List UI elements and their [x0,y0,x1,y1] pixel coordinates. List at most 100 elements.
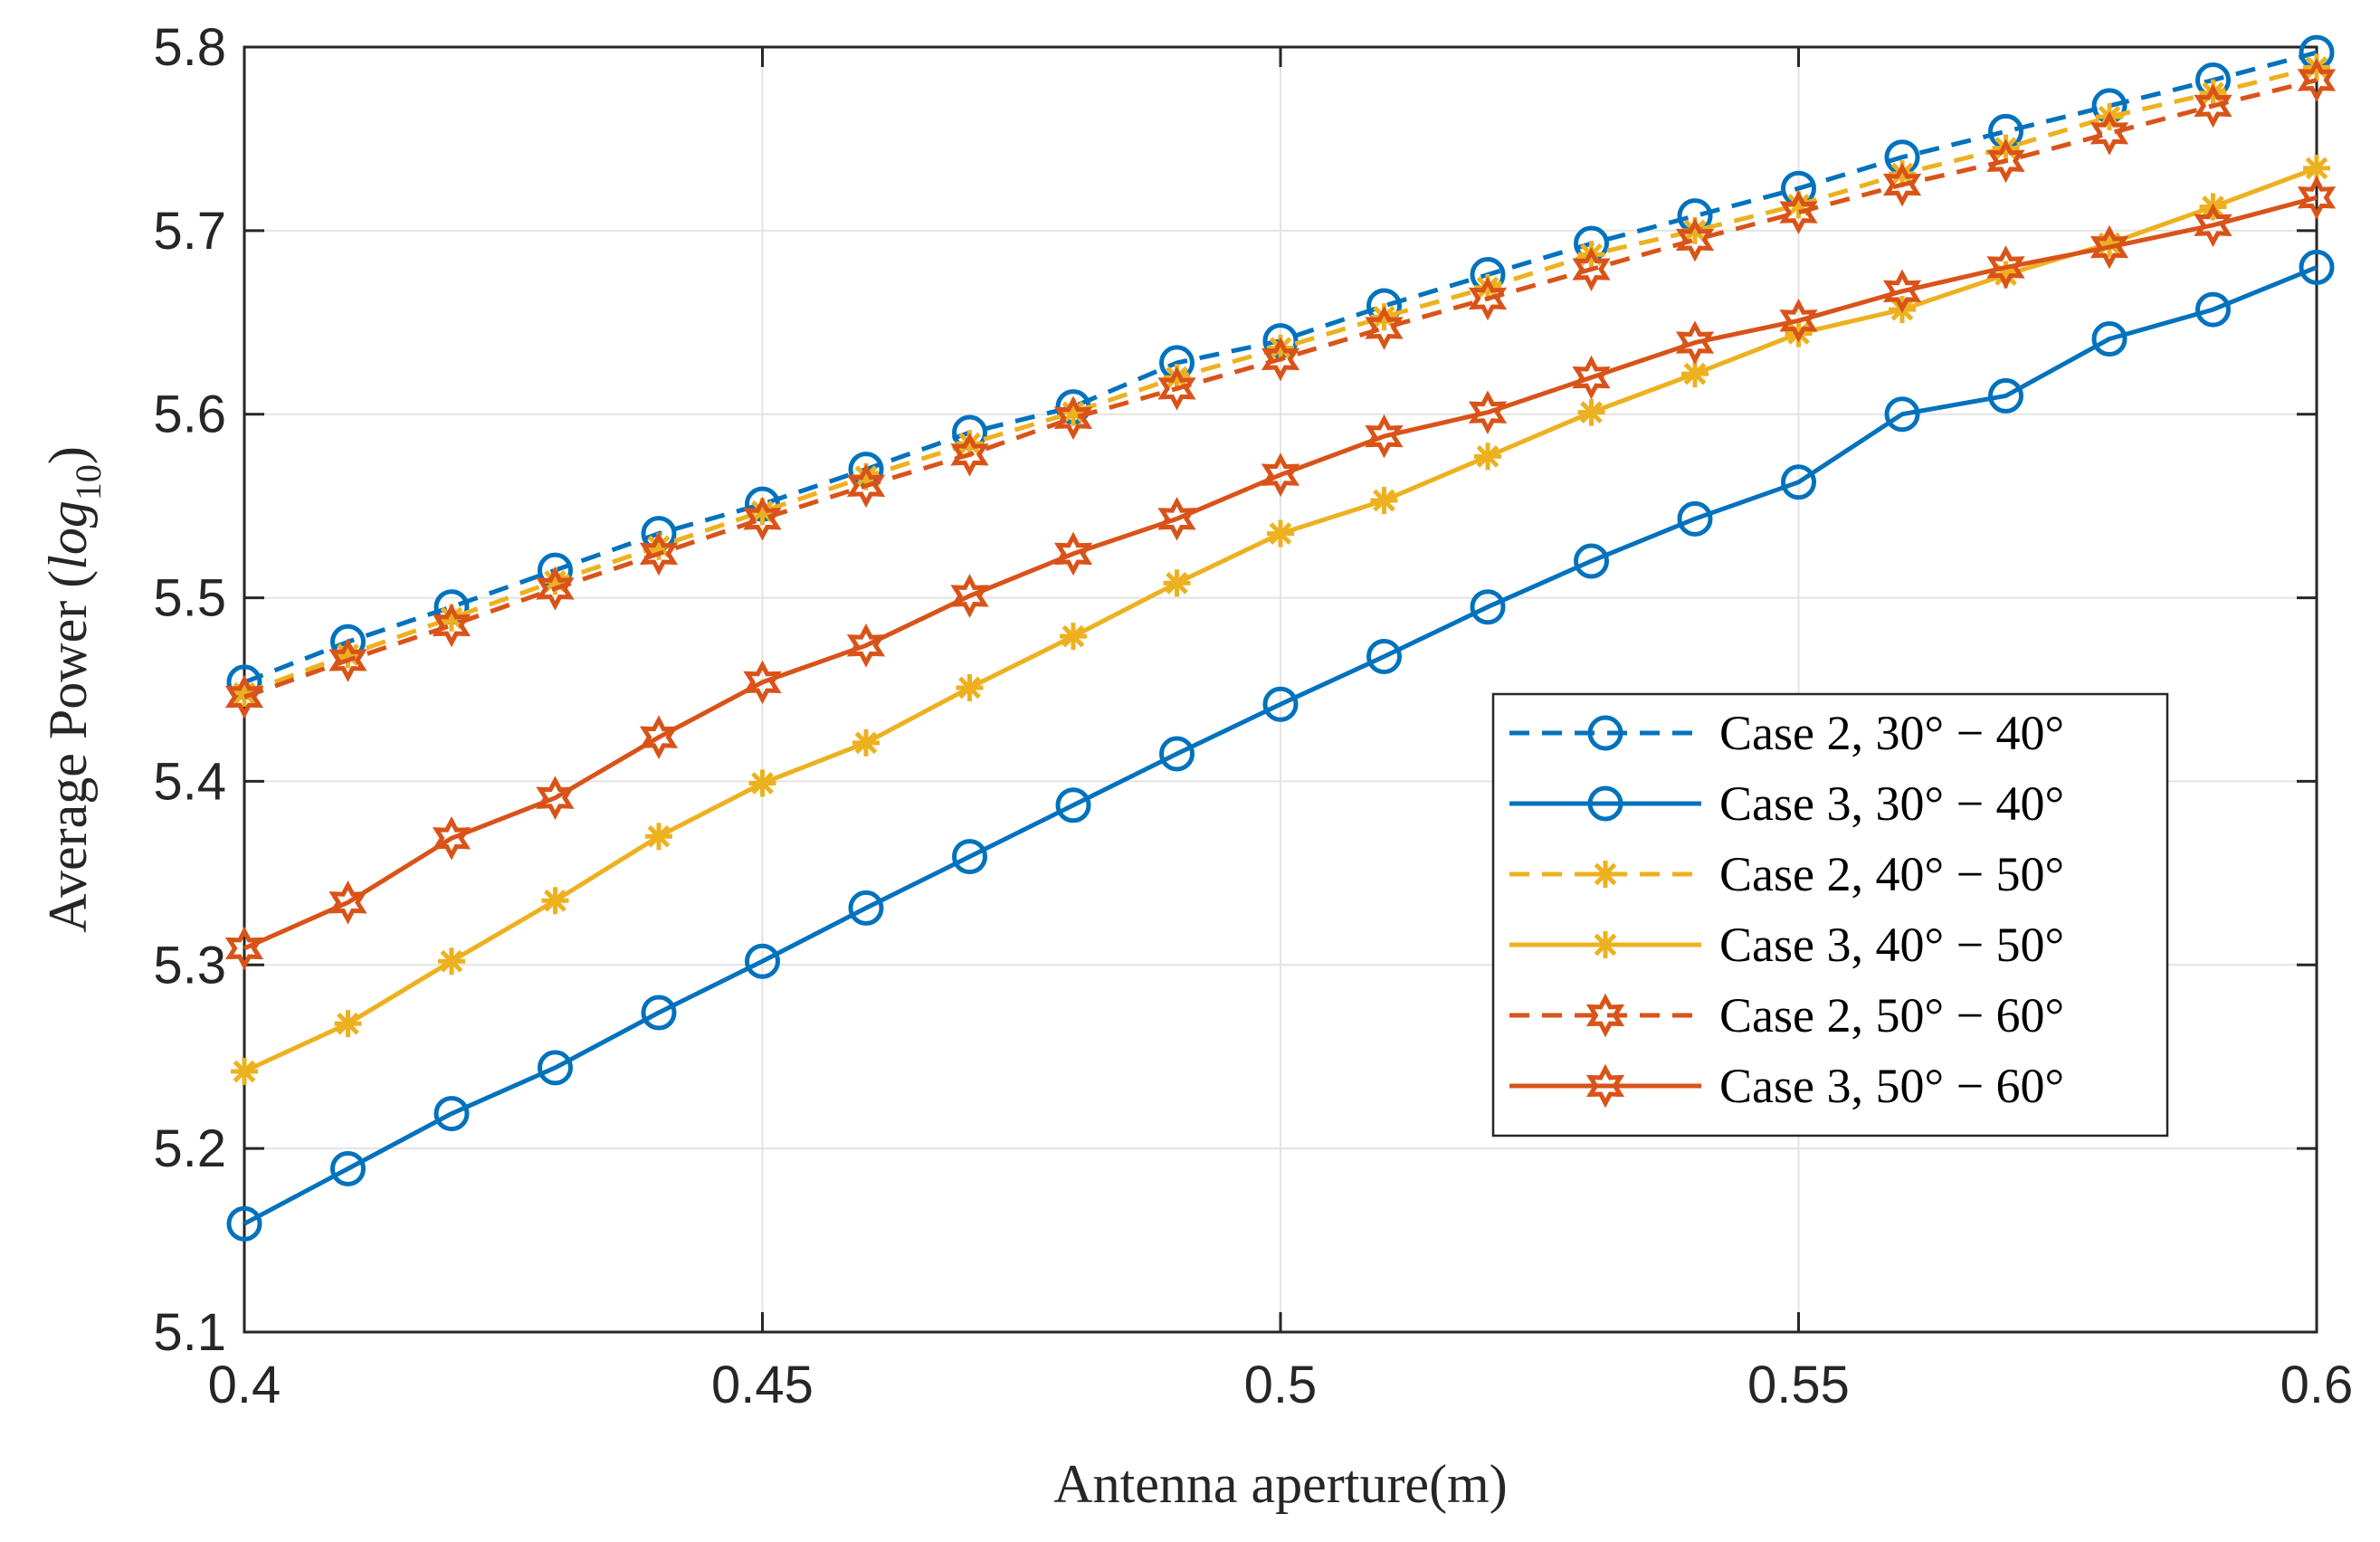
data-point [1157,496,1196,541]
data-point [1366,638,1402,674]
legend-marker [1592,931,1619,958]
data-point [2299,249,2335,285]
y-axis-label-main: Average Power [38,601,98,933]
y-tick-label: 5.1 [153,1303,226,1362]
data-point [2090,224,2129,270]
data-point [538,1050,573,1086]
data-point [1470,589,1506,625]
data-point [1370,303,1398,331]
data-point [1572,247,1611,291]
y-axis-label-log: log [38,500,98,570]
data-point [1053,531,1093,576]
data-point [1986,138,2025,184]
x-tick-label: 0.45 [711,1356,814,1414]
data-point [1681,360,1709,388]
data-point [226,1205,262,1242]
data-point [334,1010,362,1038]
data-point [536,776,575,821]
data-point [1677,500,1713,537]
x-axis-label: Antenna aperture(m) [1053,1454,1507,1514]
series-line [243,78,2318,700]
series-layer [224,34,2337,1242]
y-tick-label: 5.2 [153,1119,226,1178]
series-6 [224,175,2337,971]
data-point [1882,269,1922,314]
y-tick-label: 5.3 [153,936,226,995]
data-point [950,574,989,618]
legend-entry: Case 3, 40° − 50° [1509,918,2064,972]
legend-entry: Case 2, 50° − 60° [1509,988,2064,1042]
data-point [645,823,672,851]
series-line [243,265,2318,1226]
data-point [1988,377,2023,414]
legend-label: Case 3, 40° − 50° [1719,918,2064,972]
data-point [743,660,782,705]
x-tick-label: 0.6 [2280,1356,2354,1414]
series-5 [224,58,2337,719]
y-axis-label: Average Power (log10) [38,446,109,933]
data-point [1365,414,1404,459]
data-point [1986,245,2025,290]
data-point [1781,464,1816,500]
data-point [639,531,679,576]
data-point [2297,175,2337,220]
axis-ticks: 0.4 0.45 0.5 0.55 0.6 5.1 5.2 5.3 5.4 5.5 5.6 5.7 5.… [153,18,2353,1414]
data-point [330,1150,366,1186]
data-point [1884,396,1920,433]
data-point [745,943,780,979]
y-tick-label: 5.4 [153,752,226,811]
legend-box [1491,692,2169,1137]
data-point [639,715,679,760]
y-tick-label: 5.6 [153,386,226,444]
legend-marker [1592,861,1619,888]
legend-marker [1585,993,1625,1038]
data-point [1779,298,1818,343]
data-point [743,496,782,541]
data-point [952,839,987,875]
data-point [536,566,575,611]
data-point [1882,162,1922,207]
legend-label: Case 2, 30° − 40° [1719,706,2064,760]
data-point [2090,110,2129,156]
data-point [433,1096,470,1132]
data-point [1779,190,1818,234]
y-tick-label: 5.7 [153,202,226,261]
legend-entry: Case 3, 50° − 60° [1509,1059,2064,1113]
data-point [432,603,471,648]
data-point [1060,623,1087,651]
data-point [1053,395,1093,441]
data-point [2297,58,2337,102]
legend-entry: Case 3, 30° − 40° [1509,776,2064,831]
data-point [2091,321,2128,357]
y-axis-label-open-paren: ( [38,570,98,588]
data-point [1675,320,1715,365]
y-tick-label: 5.5 [153,569,226,628]
series-2 [226,249,2335,1242]
legend: Case 2, 30° − 40° Case 3, 30° − 40° Case 2… [1491,692,2169,1137]
data-point [1261,337,1300,382]
x-tick-label: 0.55 [1747,1356,1850,1414]
legend-label: Case 3, 30° − 40° [1719,776,2064,831]
data-point [1370,487,1398,515]
y-axis-label-close-paren: ) [38,446,98,464]
data-point [1474,443,1501,471]
data-point [956,673,984,701]
legend-label: Case 2, 40° − 50° [1719,847,2064,901]
data-point [328,880,367,925]
data-point [641,995,677,1031]
data-point [1675,217,1715,262]
legend-label: Case 2, 50° − 60° [1719,988,2064,1042]
data-point [224,674,264,719]
data-point [852,728,880,757]
data-point [2194,203,2232,248]
data-point [438,947,465,976]
data-point [1055,787,1091,823]
data-point [748,769,776,797]
data-point [950,432,989,477]
data-point [432,815,471,861]
legend-label: Case 3, 50° − 60° [1719,1059,2064,1113]
data-point [1159,736,1195,772]
data-point [224,926,264,971]
y-axis-label-subscript: 10 [68,464,109,500]
